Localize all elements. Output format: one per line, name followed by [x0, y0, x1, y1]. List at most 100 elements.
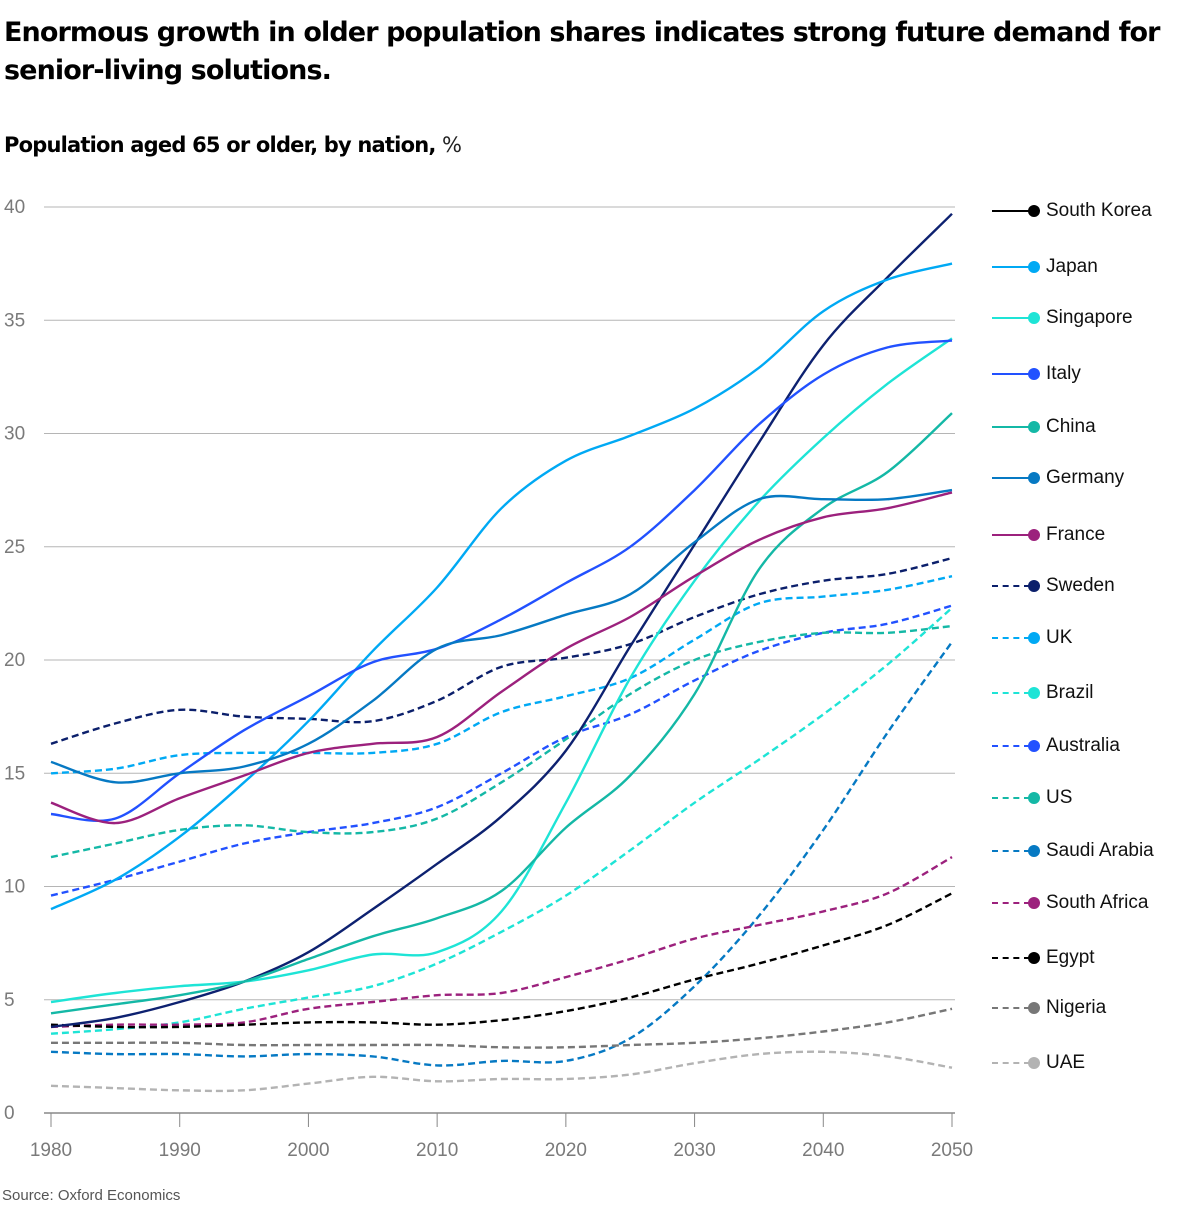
legend-label: China — [1046, 416, 1096, 437]
legend-dot-icon — [1028, 1057, 1040, 1069]
series-line-egypt — [50, 892, 953, 1029]
legend-label: Germany — [1046, 467, 1125, 488]
legend-swatch-icon — [992, 471, 1044, 485]
legend-item-china: China — [992, 412, 1096, 442]
legend-item-brazil: Brazil — [992, 678, 1094, 708]
legend-item-nigeria: Nigeria — [992, 993, 1106, 1023]
series-line-china — [50, 412, 953, 1015]
y-tick-label: 25 — [4, 537, 25, 558]
legend-swatch-icon — [992, 260, 1044, 274]
series-line-uae — [50, 1050, 953, 1093]
legend-item-sweden: Sweden — [992, 571, 1115, 601]
legend-swatch-icon — [992, 951, 1044, 965]
legend-line-icon — [992, 1007, 1030, 1009]
x-tick-label: 2040 — [802, 1140, 844, 1161]
x-tick-label: 2000 — [287, 1140, 329, 1161]
legend-dot-icon — [1028, 472, 1040, 484]
legend-label: Sweden — [1046, 575, 1115, 596]
legend-item-france: France — [992, 520, 1105, 550]
legend-swatch-icon — [992, 367, 1044, 381]
legend-dot-icon — [1028, 529, 1040, 541]
legend-line-icon — [992, 692, 1030, 694]
legend-dot-icon — [1028, 368, 1040, 380]
legend-swatch-icon — [992, 739, 1044, 753]
legend-dot-icon — [1028, 952, 1040, 964]
legend-dot-icon — [1028, 632, 1040, 644]
y-tick-label: 10 — [4, 877, 25, 898]
legend-dot-icon — [1028, 421, 1040, 433]
legend-swatch-icon — [992, 844, 1044, 858]
legend-swatch-icon — [992, 204, 1044, 218]
legend-swatch-icon — [992, 579, 1044, 593]
legend-dot-icon — [1028, 205, 1040, 217]
legend-label: Nigeria — [1046, 997, 1107, 1018]
legend-item-italy: Italy — [992, 359, 1081, 389]
legend-dot-icon — [1028, 845, 1040, 857]
legend-swatch-icon — [992, 896, 1044, 910]
legend-label: South Korea — [1046, 200, 1152, 221]
legend-line-icon — [992, 477, 1030, 479]
x-tick-label: 2050 — [931, 1140, 973, 1161]
legend-swatch-icon — [992, 528, 1044, 542]
y-tick-label: 30 — [4, 424, 25, 445]
legend-item-germany: Germany — [992, 463, 1124, 493]
legend-line-icon — [992, 266, 1030, 268]
legend-label: US — [1046, 787, 1073, 808]
legend-swatch-icon — [992, 686, 1044, 700]
x-tick-label: 2030 — [673, 1140, 715, 1161]
x-tick-label: 1980 — [30, 1140, 72, 1161]
legend-line-icon — [992, 1062, 1030, 1064]
legend-line-icon — [992, 902, 1030, 904]
legend-item-uk: UK — [992, 623, 1072, 653]
series-line-nigeria — [50, 1007, 953, 1049]
legend-line-icon — [992, 210, 1030, 212]
legend-item-south-korea: South Korea — [992, 196, 1152, 226]
legend-item-uae: UAE — [992, 1048, 1085, 1078]
legend-swatch-icon — [992, 1056, 1044, 1070]
legend-item-south-africa: South Africa — [992, 888, 1148, 918]
legend-dot-icon — [1028, 312, 1040, 324]
y-tick-label: 5 — [4, 990, 15, 1011]
legend-label: Brazil — [1046, 682, 1094, 703]
legend-dot-icon — [1028, 792, 1040, 804]
y-tick-label: 0 — [4, 1103, 15, 1124]
legend-dot-icon — [1028, 261, 1040, 273]
series-line-saudi-arabia — [50, 641, 953, 1067]
x-tick-label: 2010 — [416, 1140, 458, 1161]
series-lines — [50, 212, 953, 1093]
series-line-brazil — [50, 606, 953, 1035]
legend-label: Egypt — [1046, 947, 1095, 968]
x-axis: 1980 1990 2000 2010 2020 2030 2040 2050 — [30, 1113, 973, 1161]
legend-line-icon — [992, 797, 1030, 799]
legend-line-icon — [992, 637, 1030, 639]
legend-label: UAE — [1046, 1052, 1086, 1073]
legend-line-icon — [992, 745, 1030, 747]
legend-item-singapore: Singapore — [992, 303, 1133, 333]
y-tick-label: 15 — [4, 763, 25, 784]
legend-dot-icon — [1028, 897, 1040, 909]
legend-dot-icon — [1028, 1002, 1040, 1014]
y-tick-label: 20 — [4, 650, 25, 671]
legend-dot-icon — [1028, 740, 1040, 752]
series-line-south-korea — [50, 212, 953, 1029]
series-line-italy — [50, 339, 953, 822]
legend-line-icon — [992, 373, 1030, 375]
legend-label: UK — [1046, 627, 1073, 648]
series-line-france — [50, 491, 953, 825]
subtitle-unit: % — [442, 133, 462, 157]
legend-swatch-icon — [992, 791, 1044, 805]
legend-line-icon — [992, 850, 1030, 852]
legend-dot-icon — [1028, 687, 1040, 699]
legend-line-icon — [992, 534, 1030, 536]
legend-swatch-icon — [992, 1001, 1044, 1015]
x-tick-label: 2020 — [545, 1140, 587, 1161]
series-line-south-africa — [50, 856, 953, 1029]
legend-label: Saudi Arabia — [1046, 840, 1154, 861]
source-note: Source: Oxford Economics — [2, 1187, 181, 1204]
legend-swatch-icon — [992, 311, 1044, 325]
legend-line-icon — [992, 957, 1030, 959]
y-tick-label: 35 — [4, 310, 25, 331]
legend-label: Singapore — [1046, 307, 1133, 328]
y-axis: 0 5 10 15 20 25 30 35 40 — [4, 197, 25, 1124]
y-tick-label: 40 — [4, 197, 25, 218]
